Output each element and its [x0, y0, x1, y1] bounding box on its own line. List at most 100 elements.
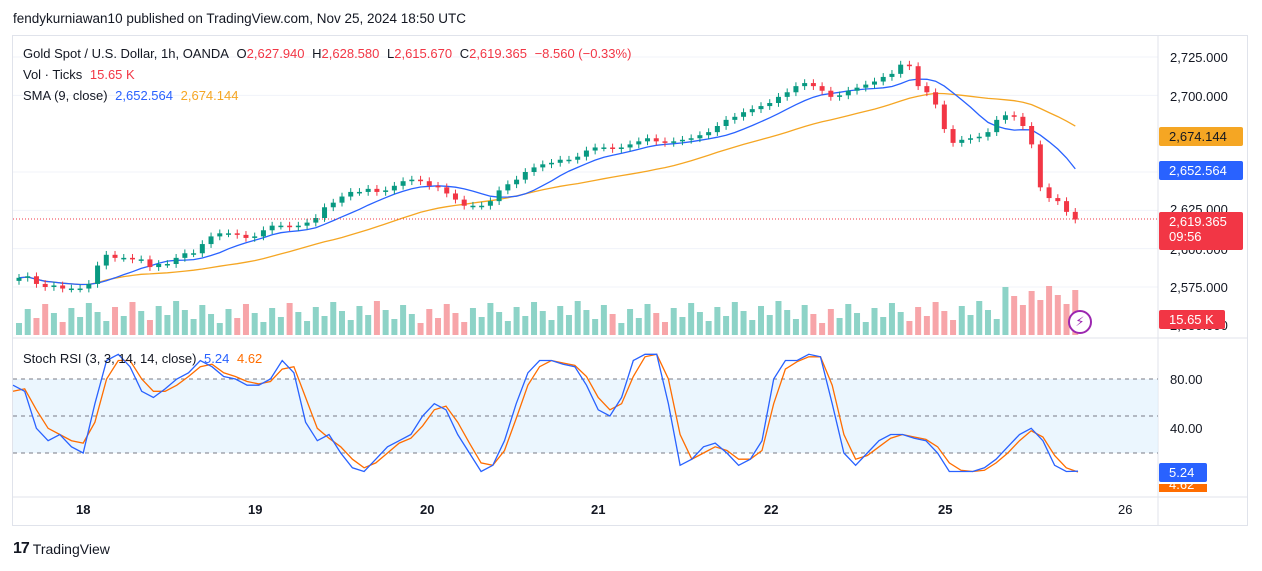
sma-fast-badge: 2,652.564 — [1159, 161, 1243, 180]
stoch-d-badge: 4.62 — [1159, 484, 1207, 492]
volume-bar — [984, 310, 991, 335]
volume-bar — [260, 322, 267, 335]
volume-bar — [304, 321, 311, 335]
tradingview-footer[interactable]: 17 TradingView — [13, 540, 110, 558]
volume-bar — [766, 315, 773, 335]
candle-body — [697, 135, 703, 139]
sma-label[interactable]: SMA (9, close) — [23, 88, 108, 103]
sma-slow-badge: 2,674.144 — [1159, 127, 1243, 146]
chart-canvas[interactable] — [12, 35, 1248, 526]
candle-body — [295, 225, 301, 228]
low-label: L — [387, 46, 395, 61]
candle-body — [1011, 115, 1017, 117]
candle-body — [269, 225, 275, 231]
volume-badge: 15.65 K — [1159, 310, 1225, 329]
volume-bar — [173, 301, 180, 335]
candle-body — [880, 76, 886, 82]
candle-body — [540, 164, 546, 168]
volume-bar — [1028, 291, 1035, 335]
volume-bar — [321, 316, 328, 335]
volume-bar — [731, 302, 738, 335]
candle-body — [618, 147, 624, 149]
volume-bar — [1046, 286, 1053, 335]
price-tick-2700: 2,700.000 — [1170, 89, 1228, 104]
close-label: C — [459, 46, 470, 61]
candle-body — [933, 92, 939, 105]
candle-body — [1029, 126, 1035, 145]
volume-bar — [478, 317, 485, 335]
candle-body — [994, 119, 1000, 133]
candle-body — [1037, 144, 1043, 188]
volume-bar — [932, 302, 939, 335]
volume-bar — [1019, 305, 1026, 335]
candle-body — [915, 66, 921, 87]
volume-bar — [469, 308, 476, 335]
volume-bar — [251, 313, 258, 335]
volume-bar — [33, 318, 40, 335]
candle-body — [426, 181, 432, 186]
candle-body — [784, 92, 790, 97]
candle-body — [234, 233, 240, 235]
volume-bar — [242, 304, 249, 335]
volume-bar — [42, 304, 49, 335]
volume-bar — [461, 322, 468, 335]
volume-bar — [871, 308, 878, 335]
candle-body — [767, 103, 773, 107]
volume-bar — [827, 309, 834, 335]
candle-body — [627, 144, 633, 148]
candle-body — [400, 181, 406, 186]
candle-body — [95, 265, 101, 284]
candle-body — [479, 205, 485, 208]
volume-bar — [592, 319, 599, 335]
volume-bar — [50, 313, 57, 335]
volume-bar — [435, 318, 442, 335]
tradingview-logo-icon: 17 — [13, 540, 30, 557]
ohlc-legend: Gold Spot / U.S. Dollar, 1h, OANDA O2,62… — [23, 46, 635, 61]
volume-bar — [400, 305, 407, 335]
candle-body — [959, 139, 965, 143]
candle-body — [348, 191, 354, 197]
volume-bar — [181, 310, 188, 335]
candle-body — [452, 193, 458, 200]
volume-bar — [670, 308, 677, 335]
candle-body — [461, 199, 467, 206]
sma-legend: SMA (9, close) 2,652.564 2,674.144 — [23, 88, 242, 103]
volume-value: 15.65 K — [89, 67, 135, 82]
candle-body — [444, 187, 450, 194]
chart-frame[interactable] — [12, 35, 1248, 526]
candle-body — [601, 147, 607, 149]
volume-bar — [749, 320, 756, 335]
volume-bar — [923, 316, 930, 335]
candle-body — [383, 190, 389, 192]
volume-bar — [373, 301, 380, 335]
volume-bar — [723, 316, 730, 335]
volume-label[interactable]: Vol · Ticks — [23, 67, 83, 82]
candle-body — [287, 225, 293, 228]
candle-body — [688, 138, 694, 140]
sma-value-fast: 2,652.564 — [115, 88, 173, 103]
candle-body — [732, 116, 738, 120]
lightning-icon[interactable]: ⚡ — [1068, 310, 1092, 334]
volume-bar — [496, 312, 503, 335]
candle-body — [409, 179, 415, 182]
candle-body — [906, 64, 912, 67]
time-tick-22: 22 — [764, 502, 779, 517]
volume-bar — [958, 306, 965, 335]
candle-body — [793, 86, 799, 93]
volume-bar — [68, 308, 75, 335]
volume-bar — [522, 316, 529, 335]
candle-body — [487, 201, 493, 206]
candle-body — [121, 257, 127, 260]
time-tick-25: 25 — [938, 502, 953, 517]
volume-bar — [417, 323, 424, 335]
stoch-label[interactable]: Stoch RSI (3, 3, 14, 14, close) — [23, 351, 197, 366]
publisher-line: fendykurniawan10 published on TradingVie… — [13, 11, 467, 26]
volume-bar — [967, 315, 974, 335]
volume-bar — [758, 306, 765, 335]
volume-bar — [356, 306, 363, 335]
volume-bar — [1063, 304, 1070, 335]
volume-bar — [862, 322, 869, 335]
symbol-title[interactable]: Gold Spot / U.S. Dollar, 1h, OANDA — [23, 46, 229, 61]
price-tick-2725: 2,725.000 — [1170, 50, 1228, 65]
stoch-tick-40: 40.00 — [1170, 421, 1203, 436]
